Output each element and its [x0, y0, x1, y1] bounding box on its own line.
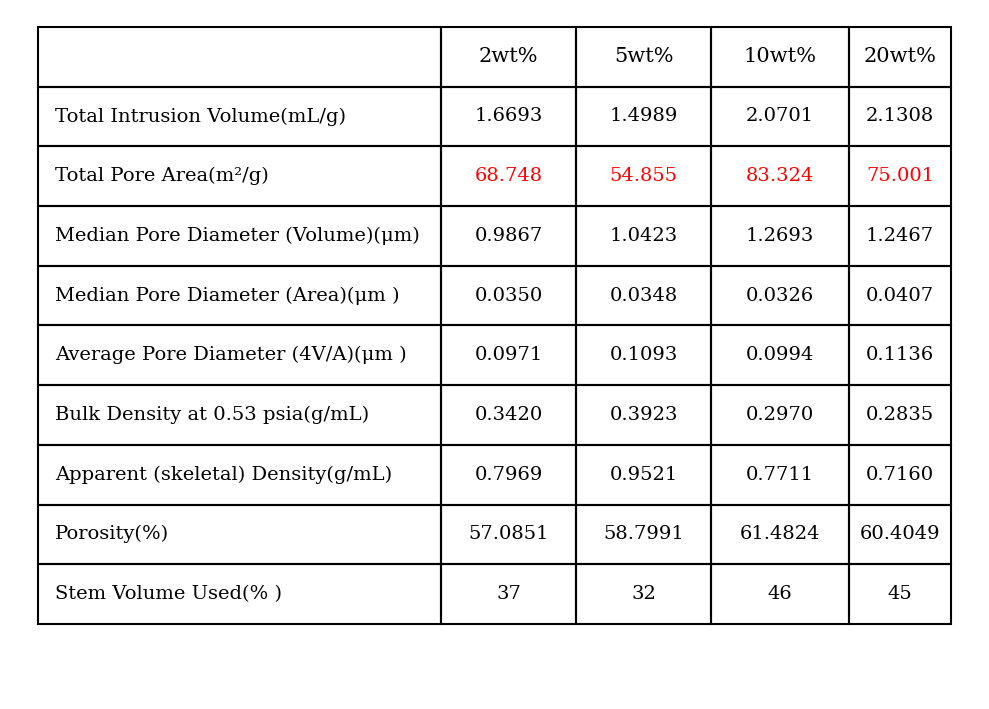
Text: 60.4049: 60.4049 — [859, 525, 941, 543]
Text: Apparent (skeletal) Density(g/mL): Apparent (skeletal) Density(g/mL) — [55, 466, 393, 484]
Text: 0.7160: 0.7160 — [866, 466, 935, 484]
Bar — [711, 445, 849, 505]
Text: 0.3420: 0.3420 — [475, 406, 543, 424]
Text: 68.748: 68.748 — [475, 167, 543, 185]
Text: 0.9867: 0.9867 — [475, 227, 543, 245]
Bar — [577, 445, 711, 505]
Text: 0.0971: 0.0971 — [475, 346, 543, 364]
Bar — [711, 206, 849, 266]
Bar — [577, 27, 711, 86]
Bar — [577, 146, 711, 206]
Text: Stem Volume Used(% ): Stem Volume Used(% ) — [55, 585, 283, 603]
Text: 0.0994: 0.0994 — [746, 346, 814, 364]
Bar — [577, 564, 711, 624]
Text: 20wt%: 20wt% — [863, 48, 937, 66]
Bar — [441, 325, 577, 385]
Bar — [38, 385, 441, 445]
Bar — [441, 146, 577, 206]
Text: 0.7711: 0.7711 — [746, 466, 814, 484]
Bar — [577, 206, 711, 266]
Text: 1.2693: 1.2693 — [746, 227, 814, 245]
Text: 61.4824: 61.4824 — [740, 525, 820, 543]
Bar — [711, 564, 849, 624]
Bar — [711, 266, 849, 325]
Text: 45: 45 — [888, 585, 913, 603]
Bar — [441, 505, 577, 564]
Bar — [38, 86, 441, 146]
Text: Porosity(%): Porosity(%) — [55, 525, 169, 544]
Text: 57.0851: 57.0851 — [469, 525, 549, 543]
Bar — [577, 266, 711, 325]
Text: 2wt%: 2wt% — [479, 48, 538, 66]
Bar — [711, 385, 849, 445]
Bar — [849, 564, 951, 624]
Bar — [849, 206, 951, 266]
Bar — [849, 266, 951, 325]
Text: 58.7991: 58.7991 — [603, 525, 684, 543]
Bar — [441, 445, 577, 505]
Text: Median Pore Diameter (Area)(μm ): Median Pore Diameter (Area)(μm ) — [55, 286, 400, 305]
Text: 1.4989: 1.4989 — [609, 108, 677, 125]
Bar — [38, 146, 441, 206]
Text: 0.0350: 0.0350 — [475, 286, 543, 305]
Bar — [577, 325, 711, 385]
Text: 0.1136: 0.1136 — [866, 346, 935, 364]
Bar — [711, 325, 849, 385]
Text: 0.7969: 0.7969 — [475, 466, 543, 484]
Text: 75.001: 75.001 — [866, 167, 935, 185]
Text: 1.6693: 1.6693 — [475, 108, 543, 125]
Text: 0.2970: 0.2970 — [746, 406, 814, 424]
Bar — [711, 86, 849, 146]
Text: 0.9521: 0.9521 — [609, 466, 677, 484]
Bar — [849, 146, 951, 206]
Text: 0.2835: 0.2835 — [866, 406, 935, 424]
Bar — [711, 27, 849, 86]
Text: 0.3923: 0.3923 — [609, 406, 677, 424]
Bar — [849, 445, 951, 505]
Bar — [38, 505, 441, 564]
Text: 2.0701: 2.0701 — [746, 108, 814, 125]
Bar — [38, 445, 441, 505]
Bar — [849, 385, 951, 445]
Text: 32: 32 — [631, 585, 656, 603]
Bar — [441, 385, 577, 445]
Bar — [441, 86, 577, 146]
Bar — [38, 564, 441, 624]
Bar — [577, 505, 711, 564]
Bar — [849, 325, 951, 385]
Bar — [711, 505, 849, 564]
Bar — [38, 325, 441, 385]
Bar — [441, 266, 577, 325]
Text: 46: 46 — [767, 585, 792, 603]
Bar — [849, 27, 951, 86]
Text: Average Pore Diameter (4V/A)(μm ): Average Pore Diameter (4V/A)(μm ) — [55, 346, 407, 364]
Text: 0.1093: 0.1093 — [609, 346, 677, 364]
Text: 0.0407: 0.0407 — [866, 286, 935, 305]
Text: 0.0326: 0.0326 — [746, 286, 814, 305]
Text: 37: 37 — [496, 585, 521, 603]
Text: 83.324: 83.324 — [746, 167, 814, 185]
Text: Total Pore Area(m²/g): Total Pore Area(m²/g) — [55, 167, 269, 185]
Bar — [38, 27, 441, 86]
Text: Bulk Density at 0.53 psia(g/mL): Bulk Density at 0.53 psia(g/mL) — [55, 406, 370, 424]
Bar — [577, 86, 711, 146]
Bar — [849, 505, 951, 564]
Text: Total Intrusion Volume(mL/g): Total Intrusion Volume(mL/g) — [55, 107, 346, 125]
Bar — [577, 385, 711, 445]
Bar — [441, 206, 577, 266]
Text: 1.2467: 1.2467 — [866, 227, 935, 245]
Bar — [441, 564, 577, 624]
Text: 0.0348: 0.0348 — [609, 286, 677, 305]
Bar — [38, 206, 441, 266]
Text: 5wt%: 5wt% — [614, 48, 674, 66]
Bar — [441, 27, 577, 86]
Text: 2.1308: 2.1308 — [866, 108, 935, 125]
Bar — [849, 86, 951, 146]
Text: 54.855: 54.855 — [609, 167, 677, 185]
Text: 1.0423: 1.0423 — [609, 227, 677, 245]
Text: Median Pore Diameter (Volume)(μm): Median Pore Diameter (Volume)(μm) — [55, 227, 420, 245]
Text: 10wt%: 10wt% — [744, 48, 817, 66]
Bar — [38, 266, 441, 325]
Bar — [711, 146, 849, 206]
